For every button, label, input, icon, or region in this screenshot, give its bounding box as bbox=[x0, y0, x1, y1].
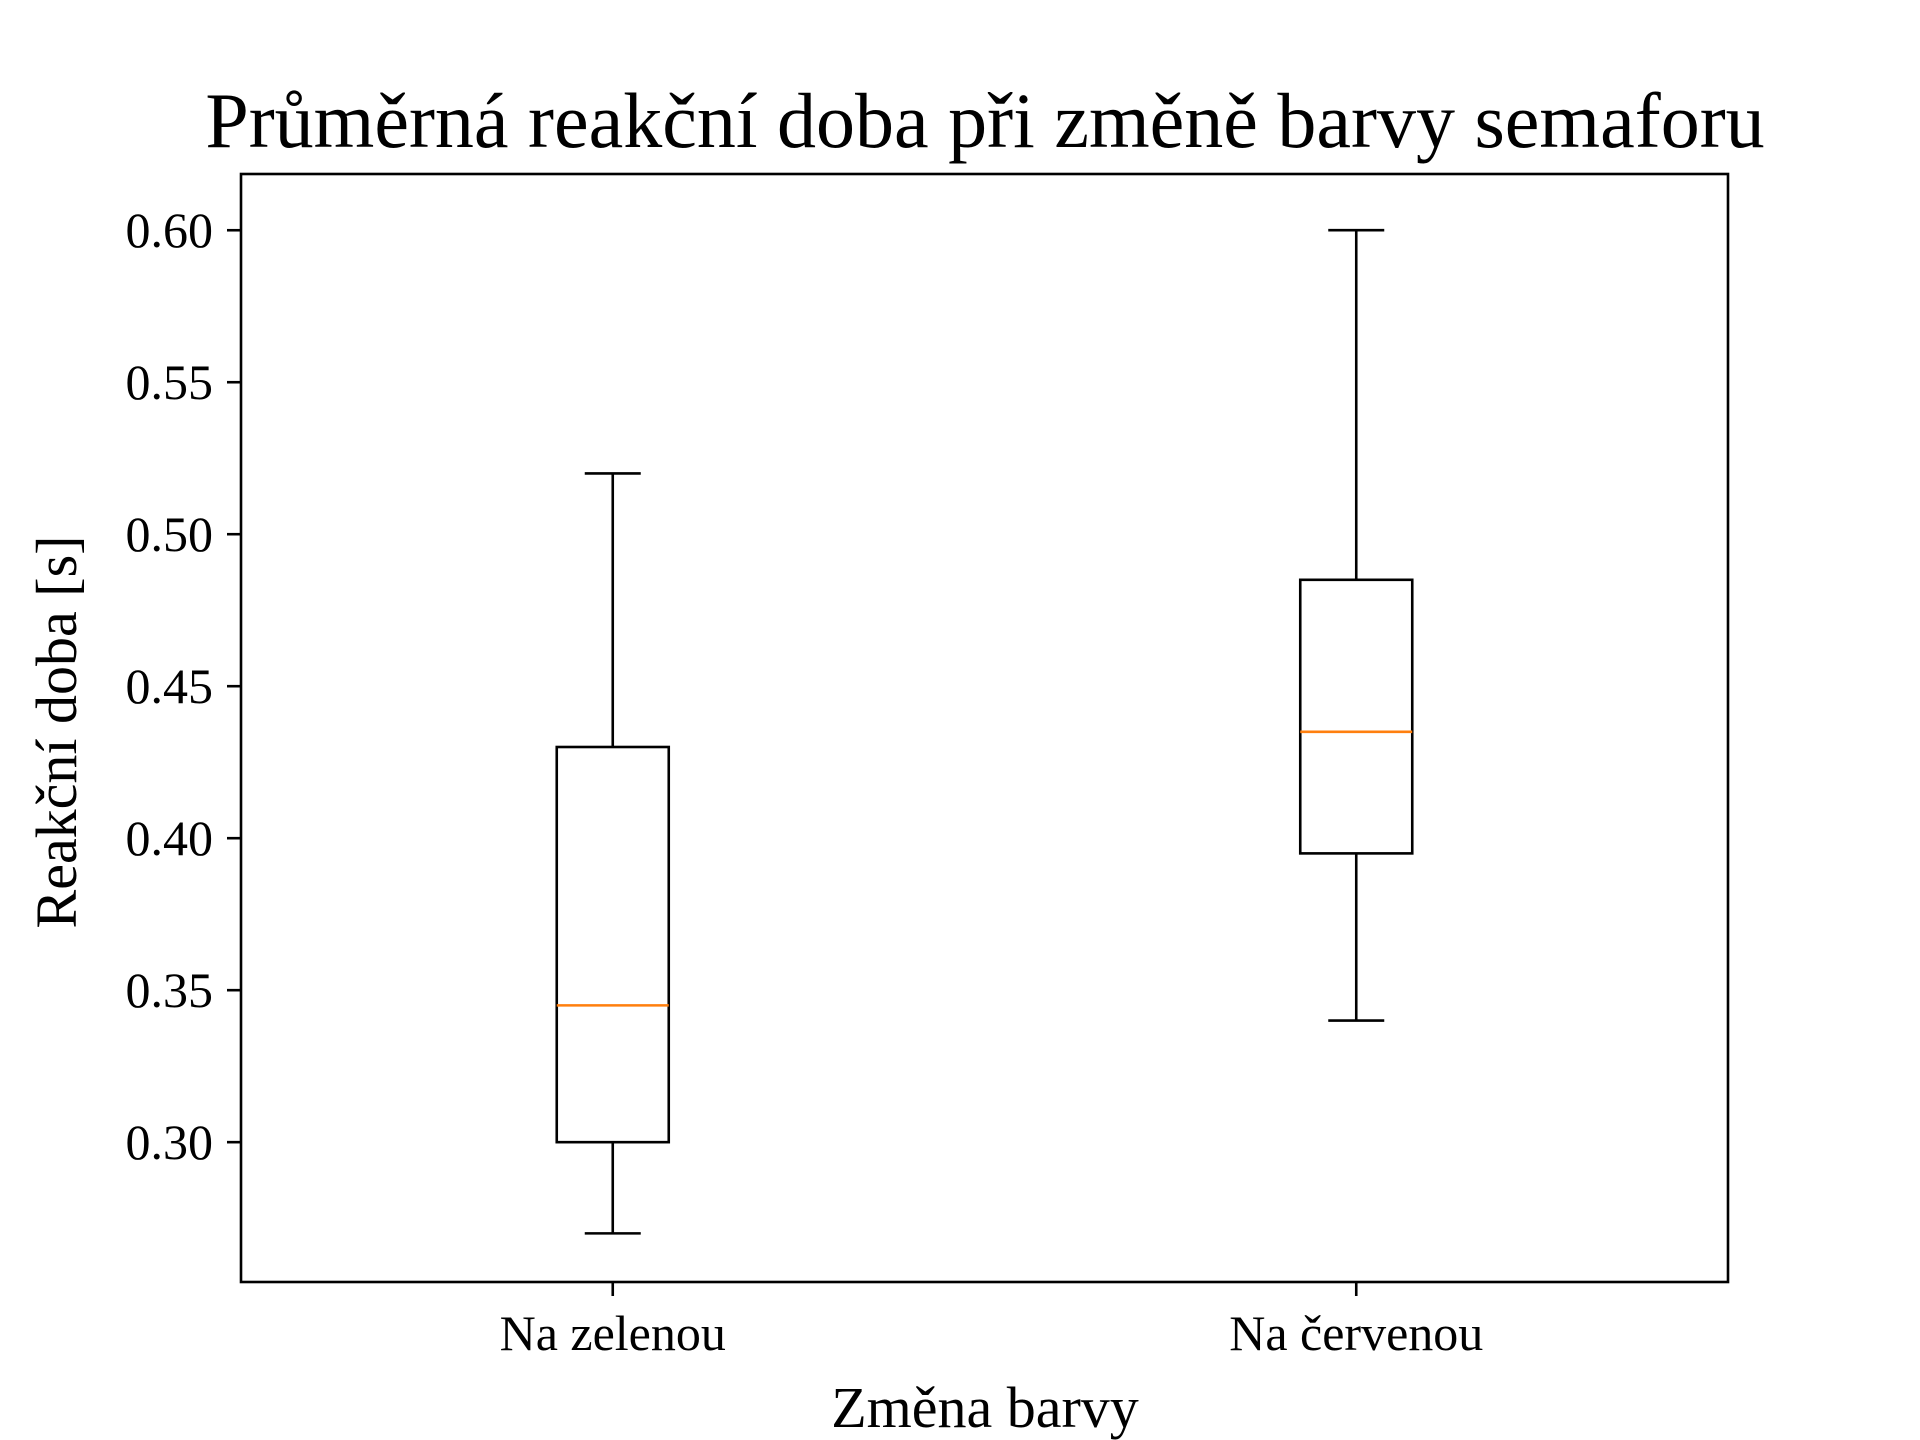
y-tick-label: 0.45 bbox=[126, 658, 214, 714]
y-tick-label: 0.35 bbox=[126, 962, 214, 1018]
y-tick-label: 0.55 bbox=[126, 354, 214, 410]
y-tick-label: 0.40 bbox=[126, 810, 214, 866]
x-tick-label: Na červenou bbox=[1229, 1305, 1483, 1361]
y-tick-label: 0.50 bbox=[126, 506, 214, 562]
x-axis-label: Změna barvy bbox=[831, 1375, 1139, 1440]
y-axis-label: Reakční doba [s] bbox=[24, 536, 89, 929]
box-iqr bbox=[555, 745, 671, 1144]
x-tick-label: Na zelenou bbox=[500, 1305, 726, 1361]
chart-title: Průměrná reakční doba při změně barvy se… bbox=[205, 77, 1764, 164]
plot-area: 0.30 0.35 0.40 0.45 0.50 0.55 0.60 Na zelenou Na… bbox=[126, 172, 1730, 1361]
box-iqr bbox=[1298, 578, 1414, 855]
y-tick-label: 0.60 bbox=[126, 202, 214, 258]
y-tick-label: 0.30 bbox=[126, 1114, 214, 1170]
plot-frame bbox=[239, 172, 1730, 1284]
